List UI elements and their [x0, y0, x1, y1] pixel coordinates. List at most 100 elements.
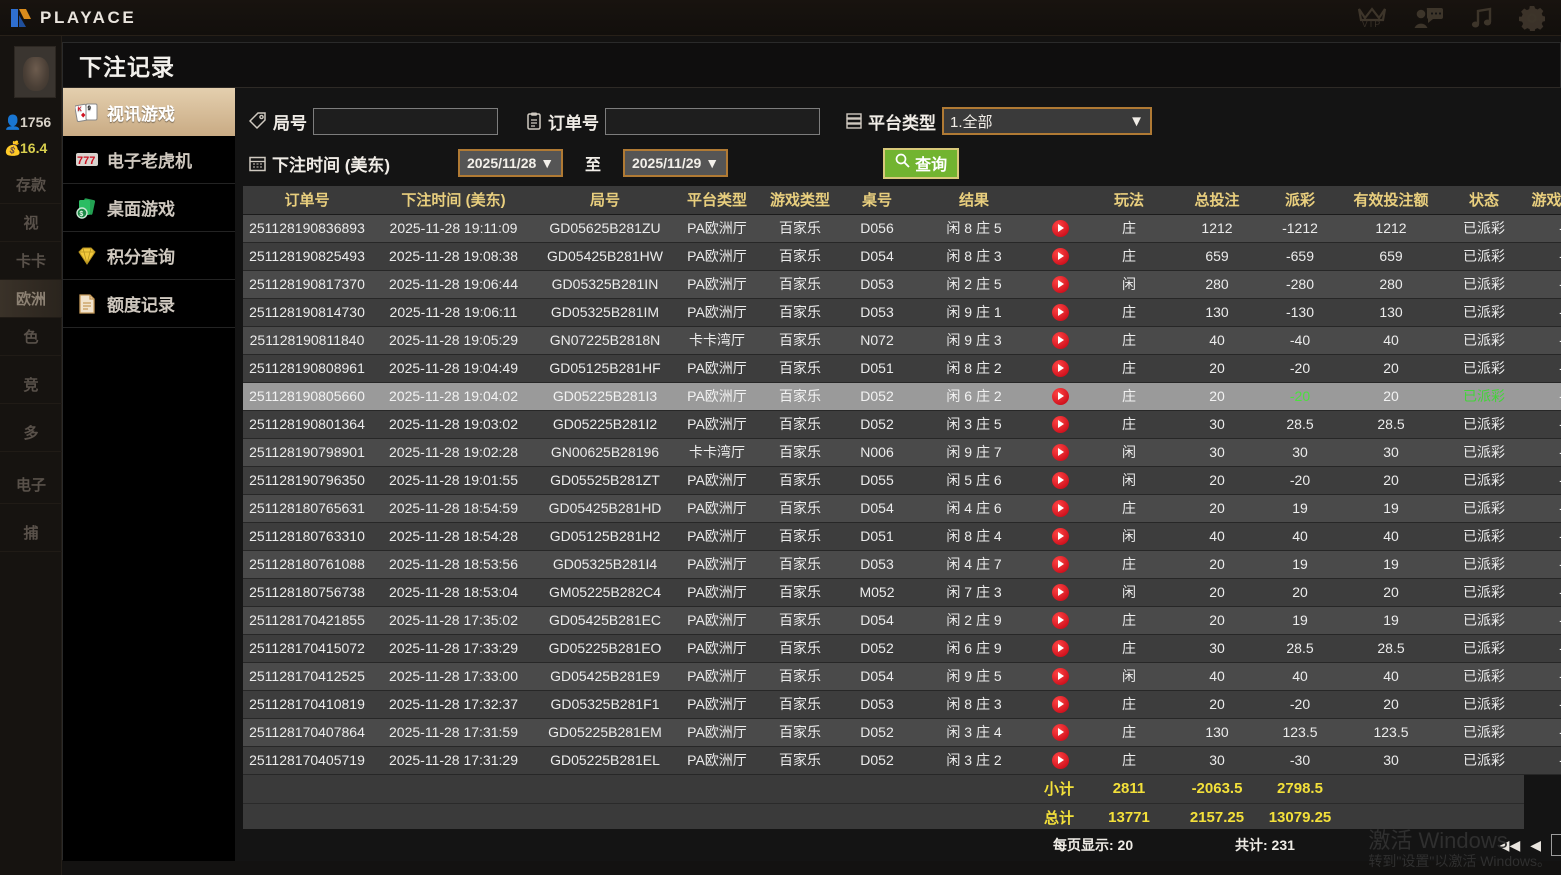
table-row[interactable]: 251128170415072 2025-11-28 17:33:29 GD0522… — [243, 634, 1561, 663]
prev-page-button[interactable]: ◀ — [1530, 836, 1541, 853]
table-row[interactable]: 251128170407864 2025-11-28 17:31:59 GD0522… — [243, 718, 1561, 747]
table-row[interactable]: 251128190805660 2025-11-28 19:04:02 GD0522… — [243, 382, 1561, 411]
table-row[interactable]: 251128180763310 2025-11-28 18:54:28 GD0512… — [243, 522, 1561, 551]
date-from-picker[interactable]: 2025/11/28 ▼ — [458, 149, 564, 177]
replay-cell[interactable] — [1034, 690, 1086, 719]
bg-sidebar-item-6[interactable]: 电子 — [0, 466, 62, 504]
first-page-button[interactable]: ◀◀ — [1498, 836, 1521, 853]
bg-sidebar-item-deposit[interactable]: 存款 — [0, 166, 62, 204]
table-row[interactable]: 251128190811840 2025-11-28 19:05:29 GN0722… — [243, 326, 1561, 355]
table-row[interactable]: 251128190808961 2025-11-28 19:04:49 GD0512… — [243, 354, 1561, 383]
brand-logo[interactable]: PLAYACE — [0, 7, 136, 29]
replay-cell[interactable] — [1034, 522, 1086, 551]
date-to-picker[interactable]: 2025/11/29 ▼ — [623, 149, 729, 177]
replay-cell[interactable] — [1034, 578, 1086, 607]
play-replay-icon[interactable] — [1051, 443, 1069, 461]
replay-cell[interactable] — [1034, 326, 1086, 355]
play-replay-icon[interactable] — [1051, 275, 1069, 293]
play-replay-icon[interactable] — [1051, 247, 1069, 265]
table-row[interactable]: 251128190836893 2025-11-28 19:11:09 GD0562… — [243, 214, 1561, 243]
play-replay-icon[interactable] — [1051, 359, 1069, 377]
bg-sidebar-item-4[interactable]: 竞 — [0, 366, 62, 404]
play-replay-icon[interactable] — [1051, 219, 1069, 237]
replay-cell[interactable] — [1034, 494, 1086, 523]
replay-cell[interactable] — [1034, 438, 1086, 467]
table-row[interactable]: 251128190798901 2025-11-28 19:02:28 GN0062… — [243, 438, 1561, 467]
replay-cell[interactable] — [1034, 298, 1086, 327]
play-replay-icon[interactable] — [1051, 611, 1069, 629]
replay-cell[interactable] — [1034, 214, 1086, 243]
chat-icon[interactable] — [1413, 6, 1443, 30]
replay-cell[interactable] — [1034, 662, 1086, 691]
order-input[interactable] — [605, 107, 820, 135]
replay-cell[interactable] — [1034, 382, 1086, 411]
play-replay-icon[interactable] — [1051, 555, 1069, 573]
table-row[interactable]: 251128190814730 2025-11-28 19:06:11 GD0532… — [243, 298, 1561, 327]
replay-cell[interactable] — [1034, 718, 1086, 747]
replay-cell[interactable] — [1034, 634, 1086, 663]
table-row[interactable]: 251128190801364 2025-11-28 19:03:02 GD0522… — [243, 410, 1561, 439]
play-replay-icon[interactable] — [1051, 751, 1069, 769]
menu-item-table-games[interactable]: $ 桌面游戏 — [63, 184, 235, 232]
play-replay-icon[interactable] — [1051, 387, 1069, 405]
play-replay-icon[interactable] — [1051, 499, 1069, 517]
col-playtype[interactable]: 玩法 — [1086, 186, 1172, 215]
col-order[interactable]: 订单号 — [243, 186, 371, 215]
table-row[interactable]: 251128170405719 2025-11-28 17:31:29 GD0522… — [243, 746, 1561, 775]
page-number-input[interactable] — [1551, 834, 1561, 856]
replay-cell[interactable] — [1034, 550, 1086, 579]
replay-cell[interactable] — [1034, 466, 1086, 495]
col-table-no[interactable]: 桌号 — [840, 186, 914, 215]
menu-item-points-query[interactable]: 积分查询 — [63, 232, 235, 280]
play-replay-icon[interactable] — [1051, 527, 1069, 545]
table-row[interactable]: 251128190817370 2025-11-28 19:06:44 GD0532… — [243, 270, 1561, 299]
music-icon[interactable] — [1469, 6, 1493, 30]
play-replay-icon[interactable] — [1051, 695, 1069, 713]
replay-cell[interactable] — [1034, 410, 1086, 439]
play-replay-icon[interactable] — [1051, 667, 1069, 685]
table-row[interactable]: 251128180765631 2025-11-28 18:54:59 GD0542… — [243, 494, 1561, 523]
play-replay-icon[interactable] — [1051, 303, 1069, 321]
table-row[interactable]: 251128190825493 2025-11-28 19:08:38 GD0542… — [243, 242, 1561, 271]
table-row[interactable]: 251128190796350 2025-11-28 19:01:55 GD0552… — [243, 466, 1561, 495]
bg-sidebar-item-0[interactable]: 视 — [0, 204, 62, 242]
col-status[interactable]: 状态 — [1444, 186, 1524, 215]
menu-item-live-games[interactable]: K 9 视讯游戏 — [63, 88, 248, 136]
play-replay-icon[interactable] — [1051, 583, 1069, 601]
replay-cell[interactable] — [1034, 242, 1086, 271]
menu-item-credit-records[interactable]: 额度记录 — [63, 280, 235, 328]
col-payout[interactable]: 派彩 — [1262, 186, 1338, 215]
table-row[interactable]: 251128170412525 2025-11-28 17:33:00 GD0542… — [243, 662, 1561, 691]
col-game-type[interactable]: 游戏类型 — [760, 186, 840, 215]
table-row[interactable]: 251128170410819 2025-11-28 17:32:37 GD0532… — [243, 690, 1561, 719]
platform-select[interactable]: 1.全部 ▼ — [942, 107, 1152, 135]
query-button[interactable]: 查询 — [883, 147, 960, 179]
menu-item-slots[interactable]: 777 电子老虎机 — [63, 136, 235, 184]
play-replay-icon[interactable] — [1051, 471, 1069, 489]
table-row[interactable]: 251128180756738 2025-11-28 18:53:04 GM0522… — [243, 578, 1561, 607]
replay-cell[interactable] — [1034, 270, 1086, 299]
col-valid-bet[interactable]: 有效投注额 — [1338, 186, 1444, 215]
replay-cell[interactable] — [1034, 606, 1086, 635]
col-total-bet[interactable]: 总投注 — [1172, 186, 1262, 215]
col-time[interactable]: 下注时间 (美东) — [371, 186, 536, 215]
play-replay-icon[interactable] — [1051, 331, 1069, 349]
vip-crown-icon[interactable]: VIP — [1357, 6, 1387, 29]
replay-cell[interactable] — [1034, 354, 1086, 383]
bg-sidebar-item-7[interactable]: 捕 — [0, 514, 62, 552]
bg-sidebar-item-2[interactable]: 欧洲 — [0, 280, 62, 318]
table-row[interactable]: 251128180761088 2025-11-28 18:53:56 GD0532… — [243, 550, 1561, 579]
round-input[interactable] — [313, 107, 498, 135]
play-replay-icon[interactable] — [1051, 723, 1069, 741]
col-result[interactable]: 结果 — [914, 186, 1034, 215]
play-replay-icon[interactable] — [1051, 415, 1069, 433]
settings-gear-icon[interactable] — [1519, 5, 1545, 31]
bg-sidebar-item-1[interactable]: 卡卡 — [0, 242, 62, 280]
col-game-mode[interactable]: 游戏模式 — [1524, 186, 1561, 215]
col-platform[interactable]: 平台类型 — [674, 186, 760, 215]
bg-sidebar-item-3[interactable]: 色 — [0, 318, 62, 356]
play-replay-icon[interactable] — [1051, 639, 1069, 657]
replay-cell[interactable] — [1034, 746, 1086, 775]
bg-sidebar-item-5[interactable]: 多 — [0, 414, 62, 452]
table-row[interactable]: 251128170421855 2025-11-28 17:35:02 GD0542… — [243, 606, 1561, 635]
